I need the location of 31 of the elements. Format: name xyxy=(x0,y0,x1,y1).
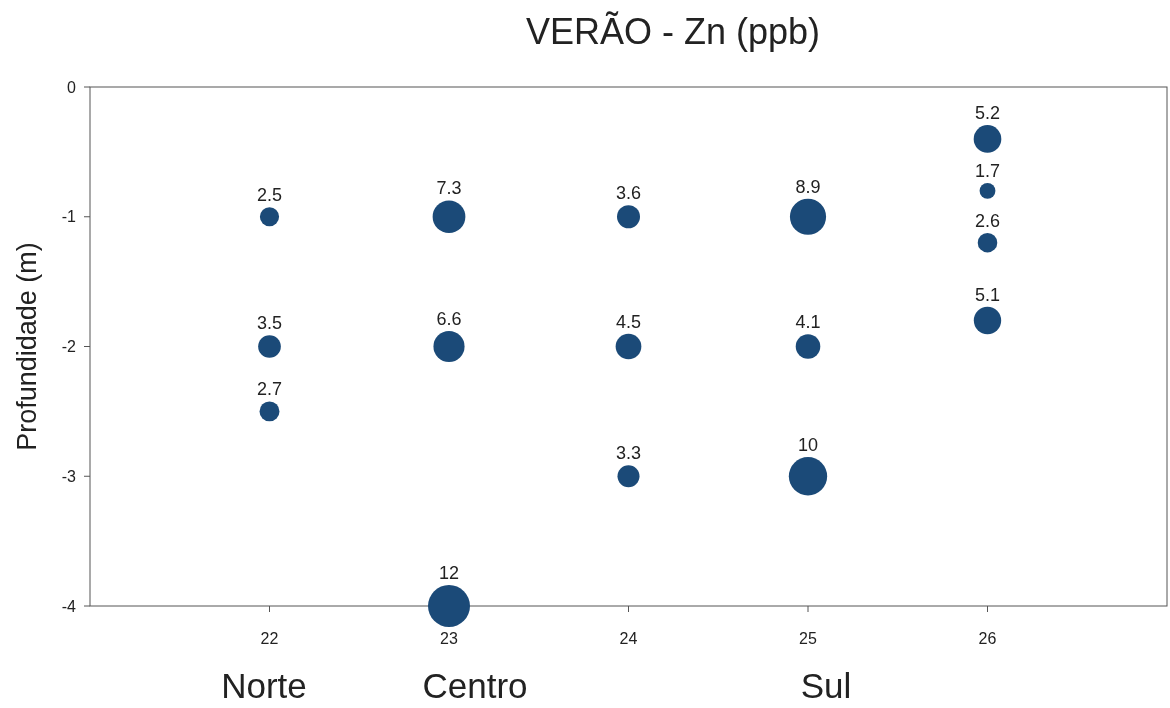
annotation: 5.2 xyxy=(974,103,1001,124)
annotation: 2.5 xyxy=(256,185,283,206)
annotation: 10 xyxy=(797,435,819,456)
annotation: 2.7 xyxy=(256,379,283,400)
y-tick-label: -2 xyxy=(61,338,77,356)
x-tick-label: 25 xyxy=(799,630,817,647)
annotation: 4.5 xyxy=(615,311,642,332)
text: Sul xyxy=(800,666,852,705)
x-tick-label: 24 xyxy=(619,630,638,647)
annotation: 8.9 xyxy=(795,176,821,197)
annotation: 6.6 xyxy=(436,308,462,329)
annotation: 1.7 xyxy=(974,160,1001,181)
y-axis-title: Profundidade (m) xyxy=(12,242,42,451)
annotation: 2.6 xyxy=(974,210,1001,231)
annotation: 3.5 xyxy=(256,313,283,334)
annotation: 12 xyxy=(438,563,460,583)
y-tick-label: -3 xyxy=(61,467,77,485)
y-tick-label: -4 xyxy=(61,597,77,615)
annotation: 5.1 xyxy=(974,284,1001,305)
x-tick-label: 26 xyxy=(978,630,997,647)
annotation: 3.6 xyxy=(615,183,642,204)
x-tick-label: 23 xyxy=(440,630,458,647)
text: Centro xyxy=(422,666,528,705)
y-tick-label: 0 xyxy=(67,78,77,96)
chart-title: VERÃO - Zn (ppb) xyxy=(525,11,821,52)
x-tick-label: 22 xyxy=(260,630,279,647)
y-tick-label: -1 xyxy=(61,208,77,226)
annotation: 4.1 xyxy=(795,312,821,333)
text: Norte xyxy=(221,666,307,705)
annotation: 7.3 xyxy=(436,178,462,199)
annotation: 3.3 xyxy=(615,443,642,464)
